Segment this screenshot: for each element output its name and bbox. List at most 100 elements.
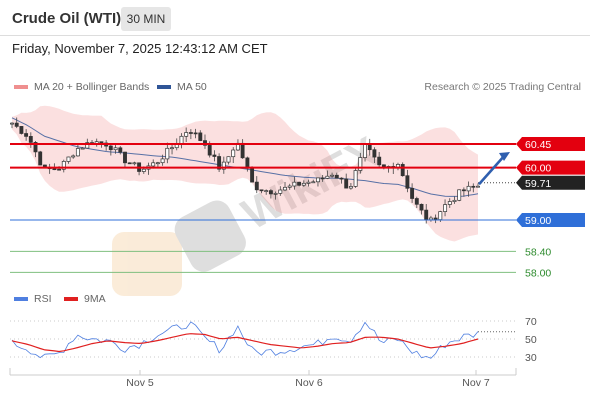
candle-body	[353, 170, 358, 187]
candle-body	[447, 201, 452, 205]
candle-body	[61, 161, 66, 170]
bollinger-band	[12, 105, 478, 242]
candle-body	[217, 156, 222, 170]
candle-body	[367, 144, 372, 151]
candle-body	[14, 122, 19, 127]
candle-body	[372, 149, 377, 158]
candle-body	[207, 145, 212, 156]
candle-body	[358, 157, 363, 171]
candle-body	[320, 177, 325, 180]
level-label-58.00: 58.00	[525, 267, 551, 279]
candle-body	[38, 151, 43, 166]
candle-body	[377, 156, 382, 166]
candle-body	[344, 178, 349, 189]
level-tag-59.00	[516, 213, 585, 227]
ma50-path	[11, 117, 479, 197]
candle-body	[52, 168, 57, 171]
candle-body	[363, 144, 367, 158]
legend-label-ma50: MA 50	[177, 81, 207, 93]
candle-body	[339, 177, 344, 180]
rsi-tick-label: 30	[525, 352, 537, 364]
candle-body	[301, 182, 306, 186]
candle-body	[10, 122, 14, 125]
legend-item-9ma: 9MA	[64, 293, 106, 305]
candle-body	[188, 132, 193, 134]
rsi-tick-label: 70	[525, 316, 537, 328]
candle-body	[348, 186, 353, 189]
candle-body	[457, 189, 462, 201]
watermark-orange-badge	[112, 232, 182, 296]
candle-body	[132, 162, 137, 165]
legend-label-9ma: 9MA	[84, 293, 106, 305]
candle-body	[268, 190, 273, 195]
ma20-swatch	[14, 85, 28, 89]
candle-body	[438, 211, 443, 220]
x-tick-label: Nov 5	[126, 377, 154, 389]
candle-body	[311, 181, 316, 184]
level-label-58.40: 58.40	[525, 246, 551, 258]
forecast-arrow	[478, 152, 510, 186]
candle-body	[198, 132, 203, 141]
rsi-panel: 70 50 30	[10, 316, 537, 364]
candle-body	[414, 198, 419, 205]
legend-item-ma50: MA 50	[157, 81, 207, 93]
level-tag-text-59.00: 59.00	[525, 215, 551, 227]
candle-body	[250, 167, 255, 183]
candle-body	[471, 185, 476, 188]
candle-body	[443, 204, 448, 212]
candle-body	[57, 168, 62, 171]
candle-body	[155, 162, 160, 165]
candle-body	[127, 162, 132, 165]
x-tick-label: Nov 7	[462, 377, 490, 389]
candle-body	[316, 177, 320, 183]
candle-body	[113, 147, 118, 151]
level-tag-text-60.00: 60.00	[525, 163, 551, 175]
instrument-title: Crude Oil (WTI)	[12, 10, 122, 27]
level-tag-60.00	[516, 160, 585, 175]
candle-body	[461, 189, 466, 192]
candle-body	[466, 185, 471, 192]
candle-body	[80, 147, 85, 150]
candle-body	[306, 181, 311, 184]
timeframe-badge[interactable]: 30 MIN	[121, 7, 171, 31]
level-tag-59.71	[516, 175, 585, 190]
candle-body	[231, 149, 236, 158]
ma50-line	[11, 117, 479, 197]
rsi-tick-label: 50	[525, 334, 537, 346]
candle-body	[19, 126, 24, 134]
candle-body	[410, 187, 415, 199]
research-credit: Research © 2025 Trading Central	[424, 81, 581, 93]
candle-body	[24, 133, 29, 137]
candle-body	[212, 154, 217, 157]
level-tag-60.45	[516, 137, 585, 151]
candle-body	[170, 147, 174, 150]
candle-body	[160, 158, 165, 164]
level-tag-text-59.71: 59.71	[525, 178, 551, 190]
watermark-logo-tile	[174, 200, 246, 272]
candle-body	[141, 168, 146, 172]
candle-body	[71, 155, 76, 158]
rsi-series-9ma	[11, 333, 479, 353]
candle-body	[75, 148, 80, 157]
candle-body	[330, 174, 335, 177]
candle-body	[184, 132, 189, 137]
candle-body	[99, 141, 104, 144]
candle-body	[419, 203, 424, 211]
report-datetime: Friday, November 7, 2025 12:43:12 AM CET	[12, 41, 268, 56]
candle-body	[85, 142, 90, 149]
bollinger-band-fill	[12, 105, 478, 242]
candle-body	[278, 189, 283, 194]
candle-body	[259, 189, 264, 192]
candles	[10, 117, 480, 224]
candle-body	[400, 164, 405, 177]
candle-body	[240, 142, 245, 159]
candle-body	[428, 217, 433, 221]
candle-body	[433, 217, 438, 220]
candle-body	[405, 175, 410, 189]
candle-body	[108, 145, 113, 151]
candle-body	[33, 142, 38, 153]
candle-body	[165, 147, 170, 160]
candle-body	[283, 186, 287, 191]
candle-body	[193, 132, 198, 135]
